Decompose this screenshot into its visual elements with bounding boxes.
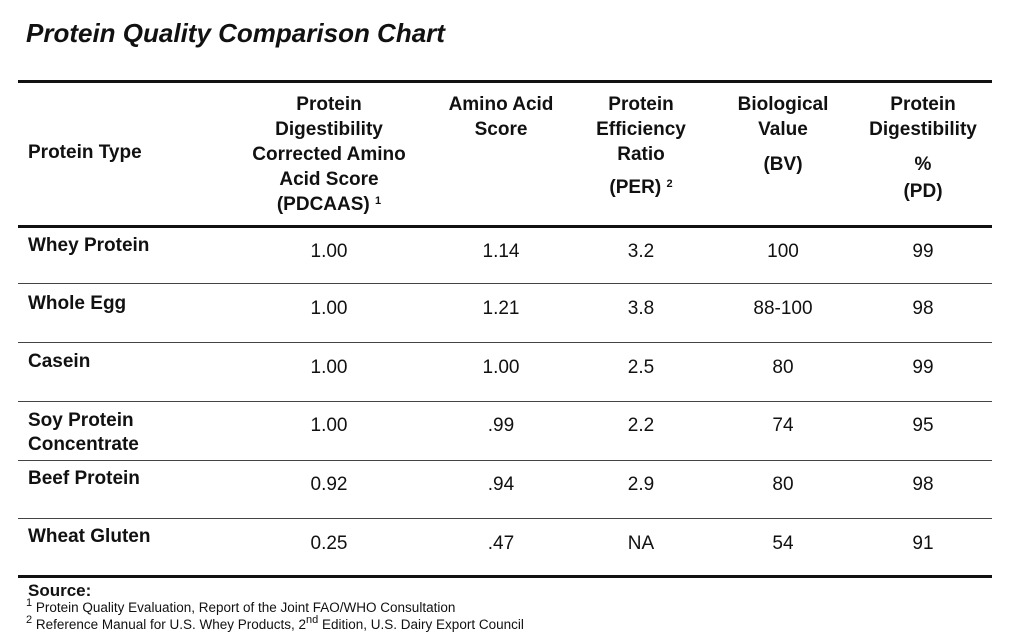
header-pdcaas: Protein Digestibility Corrected Amino Ac… <box>252 94 406 215</box>
cell-bv: 74 <box>772 415 794 436</box>
footnote-mark: 1 <box>375 195 382 207</box>
cell-per: 2.9 <box>627 474 655 495</box>
cell-per: 3.2 <box>627 241 655 262</box>
header-amino-acid-score: Amino Acid Score <box>448 94 554 140</box>
cell-pd: 98 <box>912 298 934 319</box>
row-name: Whey Protein <box>28 235 150 256</box>
cell-pdcaas: 1.00 <box>310 415 348 436</box>
header-bottom-rule <box>18 225 992 228</box>
cell-per: 2.2 <box>627 415 655 436</box>
header-protein-digestibility: Protein Digestibility % (PD) <box>869 94 977 202</box>
cell-bv: 80 <box>772 474 794 495</box>
row-name: Beef Protein <box>28 468 140 489</box>
cell-bv: 88-100 <box>753 298 813 319</box>
cell-amino-acid-score: .94 <box>487 474 515 495</box>
cell-amino-acid-score: 1.00 <box>482 357 520 378</box>
footnote-mark: 2 <box>666 178 673 190</box>
page-title: Protein Quality Comparison Chart <box>26 18 445 48</box>
row-divider <box>18 342 992 343</box>
table-top-rule <box>18 80 992 83</box>
cell-amino-acid-score: 1.21 <box>482 298 520 319</box>
cell-pd: 95 <box>912 415 934 436</box>
row-divider <box>18 401 992 402</box>
row-name: Casein <box>28 351 91 372</box>
cell-bv: 100 <box>767 241 799 262</box>
cell-per: NA <box>627 533 655 554</box>
cell-pd: 91 <box>912 533 934 554</box>
footnote-2: 2 Reference Manual for U.S. Whey Product… <box>26 614 524 633</box>
cell-pd: 98 <box>912 474 934 495</box>
cell-pd: 99 <box>912 241 934 262</box>
cell-pdcaas: 1.00 <box>310 357 348 378</box>
source-label: Source: <box>28 581 92 600</box>
row-name: Soy Protein Concentrate <box>28 410 139 455</box>
cell-per: 3.8 <box>627 298 655 319</box>
cell-bv: 54 <box>772 533 794 554</box>
cell-pdcaas: 0.25 <box>310 533 348 554</box>
table-bottom-rule <box>18 575 992 578</box>
row-divider <box>18 518 992 519</box>
cell-pd: 99 <box>912 357 934 378</box>
row-divider <box>18 283 992 284</box>
cell-amino-acid-score: .47 <box>487 533 515 554</box>
cell-pdcaas: 0.92 <box>310 474 348 495</box>
row-divider <box>18 460 992 461</box>
cell-pdcaas: 1.00 <box>310 241 348 262</box>
header-protein-type: Protein Type <box>28 142 142 163</box>
cell-bv: 80 <box>772 357 794 378</box>
header-per: Protein Efficiency Ratio (PER) 2 <box>596 94 686 198</box>
row-name: Whole Egg <box>28 293 127 314</box>
footnote-1: 1 Protein Quality Evaluation, Report of … <box>26 597 456 616</box>
cell-per: 2.5 <box>627 357 655 378</box>
cell-pdcaas: 1.00 <box>310 298 348 319</box>
cell-amino-acid-score: 1.14 <box>482 241 520 262</box>
header-biological-value: Biological Value (BV) <box>737 94 829 175</box>
row-name: Wheat Gluten <box>28 526 151 547</box>
cell-amino-acid-score: .99 <box>487 415 515 436</box>
